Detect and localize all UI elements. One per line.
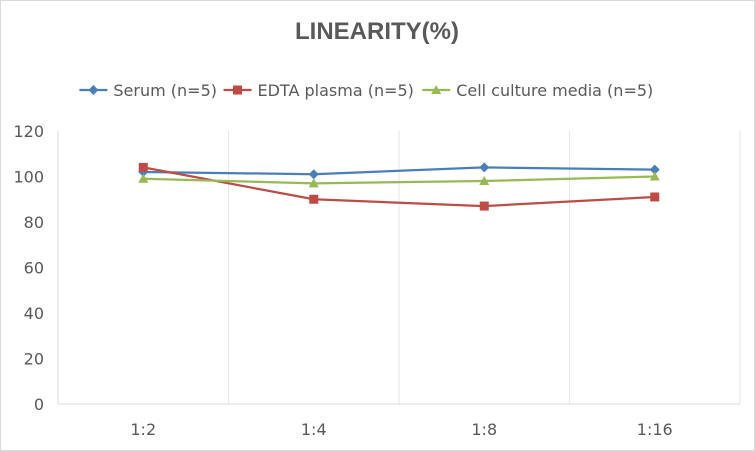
data-point-2 [138,162,148,172]
data-point-3 [138,173,149,183]
series-line-3 [143,175,655,185]
legend-label: Cell culture media (n=5) [456,81,653,100]
x-tick-label: 1:16 [637,420,673,439]
legend: Serum (n=5) EDTA plasma (n=5) Cell culture… [79,81,653,100]
data-point-3 [308,178,319,188]
data-point-1 [308,169,319,180]
data-point-2 [479,201,489,211]
data-point-2 [309,194,319,204]
data-point-2 [650,192,660,202]
y-tick-label: 120 [13,122,44,141]
x-tick-label: 1:8 [471,420,497,439]
x-tick-label: 1:4 [301,420,327,439]
legend-label: EDTA plasma (n=5) [258,81,414,100]
y-tick-label: 20 [24,350,44,369]
legend-marker [88,85,99,95]
series-layer [138,162,660,211]
y-tick-label: 40 [24,304,44,323]
legend-marker [431,85,442,94]
y-tick-label: 0 [34,395,44,414]
chart-title: LINEARITY(%) [295,18,459,45]
legend-label: Serum (n=5) [113,81,217,100]
data-point-1 [649,164,660,175]
series-line-1 [143,166,655,176]
series-line-2 [143,166,655,208]
y-tick-label: 80 [24,213,44,232]
y-tick-label: 100 [13,168,44,187]
legend-marker [233,85,242,95]
x-tick-label: 1:2 [130,420,156,439]
data-point-3 [479,176,490,186]
y-tick-label: 60 [24,259,44,278]
grid [228,131,741,404]
data-point-1 [479,162,490,173]
data-point-3 [649,171,660,181]
axes: 0 20 40 60 80 100 120 1:2 1:4 1:8 1:16 [13,122,740,439]
